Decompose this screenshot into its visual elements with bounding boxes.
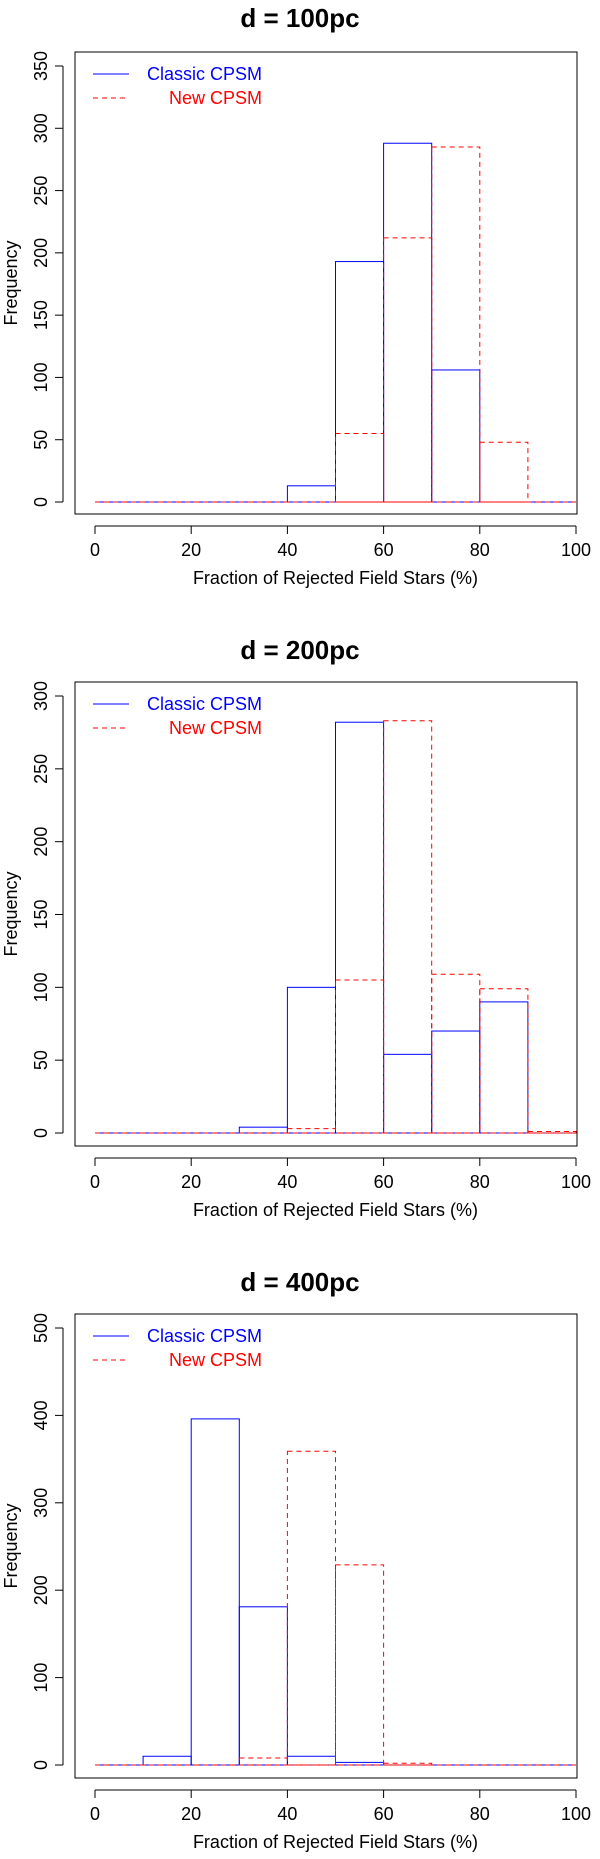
- legend-label: Classic CPSM: [147, 1326, 262, 1346]
- histogram-bar: [142, 1755, 192, 1766]
- histogram-bar: [431, 369, 481, 503]
- chart-title: d = 400pc: [240, 1267, 359, 1297]
- x-tick-label: 20: [181, 540, 201, 560]
- y-tick-label: 150: [31, 899, 51, 929]
- histogram-bar: [286, 485, 336, 503]
- chart-title: d = 100pc: [240, 3, 359, 33]
- chart-panel-3: d = 400pc 0 20 40 60 80 100 0 100 200 300 400 500 Fra…: [1, 1267, 591, 1852]
- histogram-bar: [383, 720, 433, 1134]
- histogram-bar: [286, 1128, 336, 1134]
- histogram-bar: [190, 1418, 240, 1766]
- y-tick-label: 400: [31, 1400, 51, 1430]
- x-tick-label: 100: [561, 1172, 591, 1192]
- y-tick-label: 100: [31, 1663, 51, 1693]
- y-tick-label: 0: [31, 1128, 51, 1138]
- y-tick-label: 0: [31, 497, 51, 507]
- x-tick-label: 60: [374, 1172, 394, 1192]
- histogram-bar: [431, 1030, 481, 1134]
- legend-label: New CPSM: [169, 88, 262, 108]
- y-tick-label: 0: [31, 1760, 51, 1770]
- legend-label: New CPSM: [169, 1350, 262, 1370]
- histogram-bar: [383, 237, 433, 503]
- series-new-cpsm: [95, 1450, 576, 1766]
- y-tick-label: 50: [31, 430, 51, 450]
- histogram-bar: [431, 973, 481, 1134]
- x-tick-label: 0: [90, 540, 100, 560]
- histogram-bar: [479, 1001, 529, 1134]
- histogram-bar: [335, 1564, 385, 1766]
- histogram-bar: [431, 146, 481, 503]
- x-tick-label: 40: [277, 1172, 297, 1192]
- x-tick-label: 40: [277, 540, 297, 560]
- histogram-bar: [335, 432, 385, 503]
- legend: Classic CPSM New CPSM: [93, 1326, 262, 1370]
- histogram-bar: [286, 1450, 336, 1766]
- histogram-bar: [335, 721, 385, 1134]
- legend: Classic CPSM New CPSM: [93, 64, 262, 108]
- y-tick-label: 300: [31, 681, 51, 711]
- x-tick-label: 80: [470, 1172, 490, 1192]
- x-tick-label: 100: [561, 1804, 591, 1824]
- series-new-cpsm: [95, 146, 576, 503]
- histogram-bar: [286, 986, 336, 1134]
- chart-title: d = 200pc: [240, 635, 359, 665]
- chart-panel-2: d = 200pc 0 20 40 60 80 100 0 50 100 150 200 250 300 F…: [1, 635, 591, 1220]
- x-tick-label: 60: [374, 1804, 394, 1824]
- histogram-bar: [335, 979, 385, 1134]
- histogram-bar: [383, 142, 433, 503]
- x-axis-label: Fraction of Rejected Field Stars (%): [193, 1832, 478, 1852]
- chart-panel-1: d = 100pc 0 20 40 60 80 100 0 50 100 150 200 250 300 3…: [1, 3, 591, 588]
- histogram-bar: [335, 261, 385, 503]
- y-tick-label: 200: [31, 1575, 51, 1605]
- y-tick-label: 50: [31, 1050, 51, 1070]
- x-tick-label: 80: [470, 1804, 490, 1824]
- histogram-bar: [527, 1131, 577, 1134]
- y-axis-label: Frequency: [1, 240, 21, 325]
- histogram-bar: [238, 1126, 288, 1134]
- x-tick-label: 60: [374, 540, 394, 560]
- legend: Classic CPSM New CPSM: [93, 694, 262, 738]
- x-tick-label: 0: [90, 1172, 100, 1192]
- y-tick-label: 200: [31, 238, 51, 268]
- y-tick-label: 300: [31, 1488, 51, 1518]
- y-tick-label: 350: [31, 51, 51, 81]
- y-axis-label: Frequency: [1, 871, 21, 956]
- histogram-bar: [383, 1762, 433, 1766]
- y-tick-label: 100: [31, 972, 51, 1002]
- plot-frame: [74, 681, 578, 1147]
- y-tick-label: 150: [31, 300, 51, 330]
- histogram-bar: [479, 441, 529, 503]
- plot-frame: [74, 51, 578, 515]
- x-axis-label: Fraction of Rejected Field Stars (%): [193, 568, 478, 588]
- x-tick-label: 20: [181, 1804, 201, 1824]
- legend-label: Classic CPSM: [147, 64, 262, 84]
- histogram-bar: [479, 988, 529, 1134]
- plot-frame: [74, 1313, 578, 1779]
- y-tick-label: 100: [31, 362, 51, 392]
- y-tick-label: 500: [31, 1313, 51, 1343]
- y-tick-label: 300: [31, 113, 51, 143]
- y-axis-label: Frequency: [1, 1503, 21, 1588]
- histogram-bar: [238, 1606, 288, 1766]
- histogram-bar: [383, 1053, 433, 1134]
- series-new-cpsm: [95, 720, 577, 1134]
- y-tick-label: 250: [31, 176, 51, 206]
- y-tick-label: 200: [31, 827, 51, 857]
- y-tick-label: 250: [31, 754, 51, 784]
- legend-label: New CPSM: [169, 718, 262, 738]
- histogram-bar: [286, 1755, 336, 1766]
- legend-label: Classic CPSM: [147, 694, 262, 714]
- x-tick-label: 0: [90, 1804, 100, 1824]
- x-tick-label: 20: [181, 1172, 201, 1192]
- histogram-bar: [238, 1757, 288, 1766]
- x-tick-label: 80: [470, 540, 490, 560]
- x-axis-label: Fraction of Rejected Field Stars (%): [193, 1200, 478, 1220]
- x-tick-label: 100: [561, 540, 591, 560]
- x-tick-label: 40: [277, 1804, 297, 1824]
